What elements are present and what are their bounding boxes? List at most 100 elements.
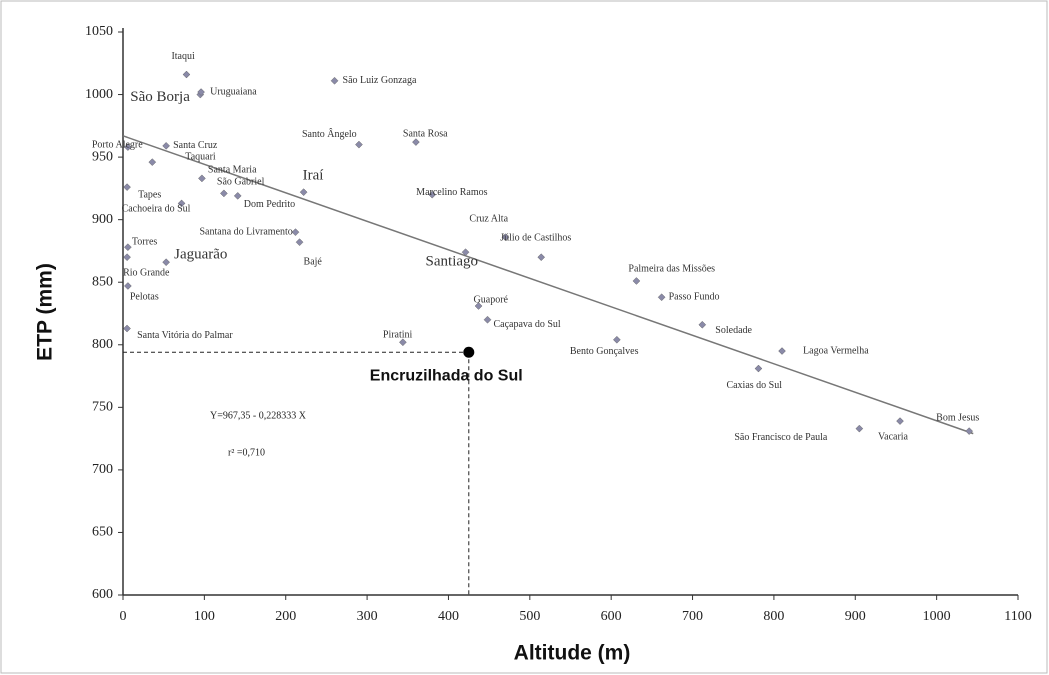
point-label: Cruz Alta (469, 213, 508, 224)
point (965, 427, 974, 435)
y-tick-label: 950 (92, 149, 113, 164)
point (428, 190, 437, 199)
y-axis-label: ETP (mm) (34, 263, 57, 361)
point (177, 199, 186, 208)
point-label: Itaqui (171, 51, 195, 62)
x-tick-label: 0 (120, 609, 127, 624)
point-label: São Gabriel (217, 177, 265, 188)
point (148, 158, 157, 166)
point-label: São Luiz Gonzaga (343, 75, 417, 86)
x-tick-label: 600 (601, 609, 622, 624)
r-squared: r² =0,710 (228, 447, 265, 458)
point (355, 140, 363, 149)
point-label: Vacaria (878, 431, 909, 442)
point-label: Lagoa Vermelha (803, 345, 869, 356)
y-tick-label: 1050 (85, 24, 113, 39)
point-label: Cachoeira do Sul (122, 204, 191, 215)
x-tick-label: 300 (357, 609, 378, 624)
point (613, 335, 621, 344)
point-label: Santo Ângelo (302, 128, 357, 140)
highlight-point (463, 346, 475, 358)
point (182, 70, 191, 79)
point-label: Dom Pedrito (244, 199, 295, 210)
point-label: Tapes (138, 189, 161, 200)
y-tick-label: 650 (92, 525, 113, 540)
point-label: Júlio de Castilhos (500, 232, 571, 243)
point (220, 189, 228, 198)
x-tick-label: 200 (275, 609, 296, 624)
point-label: Caxias do Sul (726, 380, 782, 391)
y-tick-label: 750 (92, 400, 113, 415)
x-tick-label: 1000 (923, 609, 951, 624)
y-tick-label: 800 (92, 337, 113, 352)
x-tick-label: 400 (438, 609, 459, 624)
point-label: Bento Gonçalves (570, 346, 639, 357)
point (295, 238, 304, 247)
point-label: Soledade (715, 325, 752, 336)
point-label: Palmeira das Missões (628, 263, 715, 274)
x-tick-label: 500 (519, 609, 540, 624)
point (197, 88, 205, 96)
point-label: Bajé (304, 256, 323, 267)
point-label: Marcelino Ramos (416, 187, 487, 198)
point (123, 324, 131, 333)
point-label: Guaporé (474, 294, 509, 305)
point (162, 141, 170, 150)
point (124, 143, 132, 151)
point-label: Santa Rosa (403, 128, 448, 139)
point (501, 233, 510, 242)
x-axis-label: Altitude (m) (514, 642, 631, 665)
point (162, 258, 170, 267)
point (657, 293, 666, 302)
y-tick-label: 850 (92, 274, 113, 289)
point (123, 183, 131, 191)
x-tick-label: 700 (682, 609, 703, 624)
point-label: Porto Alegre (92, 139, 143, 150)
point (754, 364, 763, 373)
point (330, 76, 339, 85)
point-label: Santa Maria (208, 165, 257, 176)
point-label: Torres (132, 236, 158, 247)
point (537, 253, 546, 262)
point-label: Santa Cruz (173, 140, 218, 151)
point (483, 315, 492, 324)
y-tick-label: 600 (92, 587, 113, 602)
point-label: São Borja (130, 89, 190, 105)
point (896, 417, 904, 425)
point-label: Piratini (383, 330, 413, 341)
point (855, 424, 864, 433)
point (291, 228, 300, 237)
point (632, 277, 641, 285)
point (412, 138, 420, 146)
y-tick-label: 900 (92, 212, 113, 227)
point-label: Rio Grande (123, 267, 170, 278)
equation: Y=967,35 - 0,228333 X (210, 410, 307, 421)
x-tick-label: 900 (845, 609, 866, 624)
point (778, 347, 786, 355)
trend-line (122, 135, 974, 435)
point (299, 188, 308, 196)
point-label: São Francisco de Paula (734, 432, 828, 443)
point-label: Santiago (426, 254, 479, 270)
x-tick-label: 800 (763, 609, 784, 624)
point-label: Santana do Livramento (199, 226, 292, 237)
point (123, 253, 131, 262)
point-label: Caçapava do Sul (494, 319, 561, 330)
point (474, 302, 483, 310)
point-label: Pelotas (130, 291, 159, 302)
point (233, 192, 242, 200)
point-label: Uruguaiana (210, 86, 257, 97)
y-tick-label: 700 (92, 462, 113, 477)
point (198, 174, 206, 183)
point-label: Taquari (185, 151, 216, 162)
point (461, 248, 470, 257)
x-tick-label: 1100 (1004, 609, 1031, 624)
x-tick-label: 100 (194, 609, 215, 624)
point (124, 243, 132, 252)
point (124, 282, 132, 290)
point-label: Bom Jesus (936, 412, 979, 423)
point-label: Santa Vitória do Palmar (137, 330, 233, 341)
point-label: Passo Fundo (669, 292, 720, 303)
